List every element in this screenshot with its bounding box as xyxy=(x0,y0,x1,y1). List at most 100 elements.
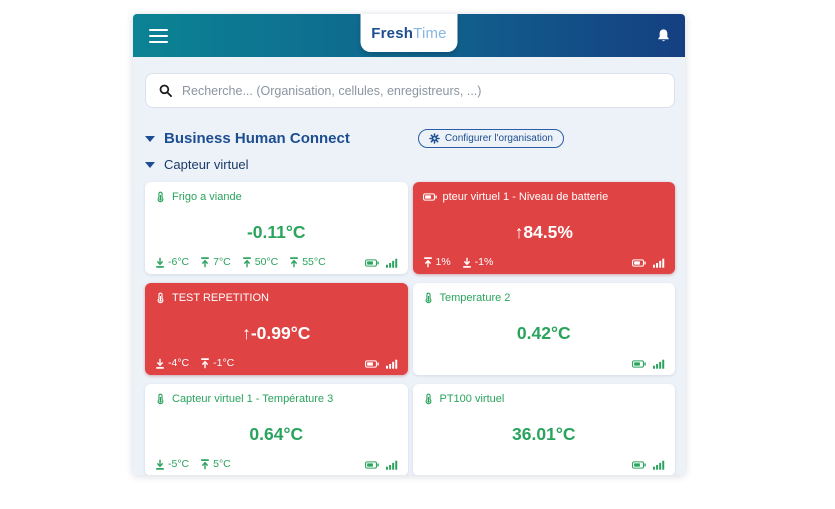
sensor-name: Capteur virtuel 1 - Température 3 xyxy=(172,393,334,405)
threshold-max: 5°C xyxy=(200,458,231,470)
battery-icon xyxy=(632,360,646,368)
threshold-label: 7°C xyxy=(213,256,231,268)
arrow-down-to-bar-icon xyxy=(155,257,165,268)
arrow-up-to-bar-icon xyxy=(200,357,210,369)
sensor-type-icon xyxy=(155,191,166,203)
sensor-name: TEST REPETITION xyxy=(172,292,269,304)
threshold-min: -1% xyxy=(462,256,493,268)
signal-icon xyxy=(385,460,398,470)
sensor-card[interactable]: TEST REPETITION ↑-0.99°C -4°C -1°C xyxy=(145,283,408,375)
organization-header[interactable]: Business Human Connect xyxy=(145,130,350,147)
search-bar[interactable] xyxy=(145,73,675,108)
sensor-card-footer xyxy=(423,460,666,470)
signal-icon xyxy=(653,359,665,369)
status-icons xyxy=(632,460,665,470)
cards-grid: Frigo a viande -0.11°C -6°C 7°C 50°C 55°… xyxy=(145,182,675,475)
sensor-group-name: Capteur virtuel xyxy=(164,157,249,172)
sensor-value: 36.01°C xyxy=(512,424,576,444)
threshold-label: 1% xyxy=(435,256,451,268)
sensor-card[interactable]: Frigo a viande -0.11°C -6°C 7°C 50°C 55°… xyxy=(145,182,408,274)
top-bar: Fresh Time xyxy=(133,14,685,57)
status-icons xyxy=(364,359,398,369)
sensor-name: Frigo a viande xyxy=(172,191,242,203)
threshold-label: 55°C xyxy=(302,256,326,268)
sensor-card-header: Capteur virtuel 1 - Température 3 xyxy=(155,393,398,405)
thresholds: -5°C 5°C xyxy=(155,458,231,470)
logo: Fresh Time xyxy=(360,14,458,52)
search-input[interactable] xyxy=(182,83,661,98)
threshold-label: -5°C xyxy=(168,458,190,470)
threshold-min: -5°C xyxy=(155,458,189,470)
organization-name: Business Human Connect xyxy=(164,130,350,147)
sensor-card-footer: -5°C 5°C xyxy=(155,458,398,470)
threshold-max: -1°C xyxy=(200,357,234,369)
arrow-up-to-bar-icon xyxy=(200,458,210,470)
sensor-type-icon xyxy=(155,393,166,405)
arrow-up-to-bar-icon xyxy=(242,256,252,268)
sensor-type-icon xyxy=(155,292,166,304)
sensor-group-header[interactable]: Capteur virtuel xyxy=(145,157,675,172)
configure-organization-label: Configurer l'organisation xyxy=(444,133,553,144)
sensor-type-icon xyxy=(423,292,434,304)
status-icons xyxy=(632,359,665,369)
sensor-card-header: PT100 virtuel xyxy=(423,393,666,405)
sensor-card[interactable]: pteur virtuel 1 - Niveau de batterie ↑84… xyxy=(412,182,675,274)
threshold-label: -6°C xyxy=(168,256,190,268)
arrow-up-to-bar-icon xyxy=(200,256,210,268)
thresholds: -6°C 7°C 50°C 55°C xyxy=(155,256,326,268)
organization-row: Business Human Connect xyxy=(145,129,675,148)
status-icons xyxy=(364,460,398,470)
sensor-card-footer: 1% -1% xyxy=(423,256,666,268)
bell-icon xyxy=(656,28,671,44)
sensor-value: ↑84.5% xyxy=(514,222,573,242)
arrow-down-to-bar-icon xyxy=(462,257,472,268)
threshold-min: -4°C xyxy=(155,357,189,369)
sensor-card-footer: -6°C 7°C 50°C 55°C xyxy=(155,256,398,268)
menu-button[interactable] xyxy=(147,27,170,45)
sensor-value: ↑-0.99°C xyxy=(242,323,311,343)
battery-icon xyxy=(364,259,379,267)
sensor-card-header: pteur virtuel 1 - Niveau de batterie xyxy=(422,191,666,203)
arrow-up-to-bar-icon xyxy=(423,256,433,268)
main-content: Business Human Connect xyxy=(133,57,685,475)
arrow-down-to-bar-icon xyxy=(155,459,165,470)
sensor-card[interactable]: Temperature 2 0.42°C xyxy=(412,283,675,375)
threshold-label: 5°C xyxy=(213,458,231,470)
battery-icon xyxy=(364,461,379,469)
triangle-down-icon xyxy=(145,135,155,142)
logo-text-time: Time xyxy=(413,24,447,42)
thresholds: -4°C -1°C xyxy=(155,357,234,369)
thresholds: 1% -1% xyxy=(423,256,493,268)
sensor-type-icon xyxy=(423,393,434,405)
notifications-button[interactable] xyxy=(656,28,671,44)
threshold-max: 55°C xyxy=(289,256,326,268)
battery-icon xyxy=(632,461,646,469)
battery-icon xyxy=(632,259,646,267)
threshold-label: 50°C xyxy=(254,256,279,268)
arrow-down-to-bar-icon xyxy=(155,358,165,369)
gear-icon xyxy=(429,133,440,144)
threshold-label: -1°C xyxy=(213,357,235,369)
threshold-max: 1% xyxy=(423,256,451,268)
sensor-value: 0.64°C xyxy=(249,424,304,444)
sensor-name: PT100 virtuel xyxy=(439,393,505,405)
sensor-type-icon xyxy=(422,193,437,201)
signal-icon xyxy=(385,359,398,369)
sensor-card[interactable]: Capteur virtuel 1 - Température 3 0.64°C… xyxy=(145,384,408,475)
sensor-card-footer xyxy=(423,359,666,369)
sensor-value: 0.42°C xyxy=(516,323,571,343)
search-icon xyxy=(159,84,172,97)
status-icons xyxy=(632,258,665,268)
sensor-card[interactable]: PT100 virtuel 36.01°C xyxy=(412,384,675,475)
configure-organization-button[interactable]: Configurer l'organisation xyxy=(417,129,564,148)
threshold-label: -4°C xyxy=(168,357,190,369)
hamburger-icon xyxy=(149,28,168,31)
triangle-down-icon xyxy=(145,161,155,168)
sensor-name: Temperature 2 xyxy=(439,292,511,304)
signal-icon xyxy=(385,258,398,268)
sensor-value: -0.11°C xyxy=(246,222,306,242)
app-window: Fresh Time xyxy=(133,14,685,475)
battery-icon xyxy=(364,360,379,368)
threshold-min: -6°C xyxy=(155,256,189,268)
